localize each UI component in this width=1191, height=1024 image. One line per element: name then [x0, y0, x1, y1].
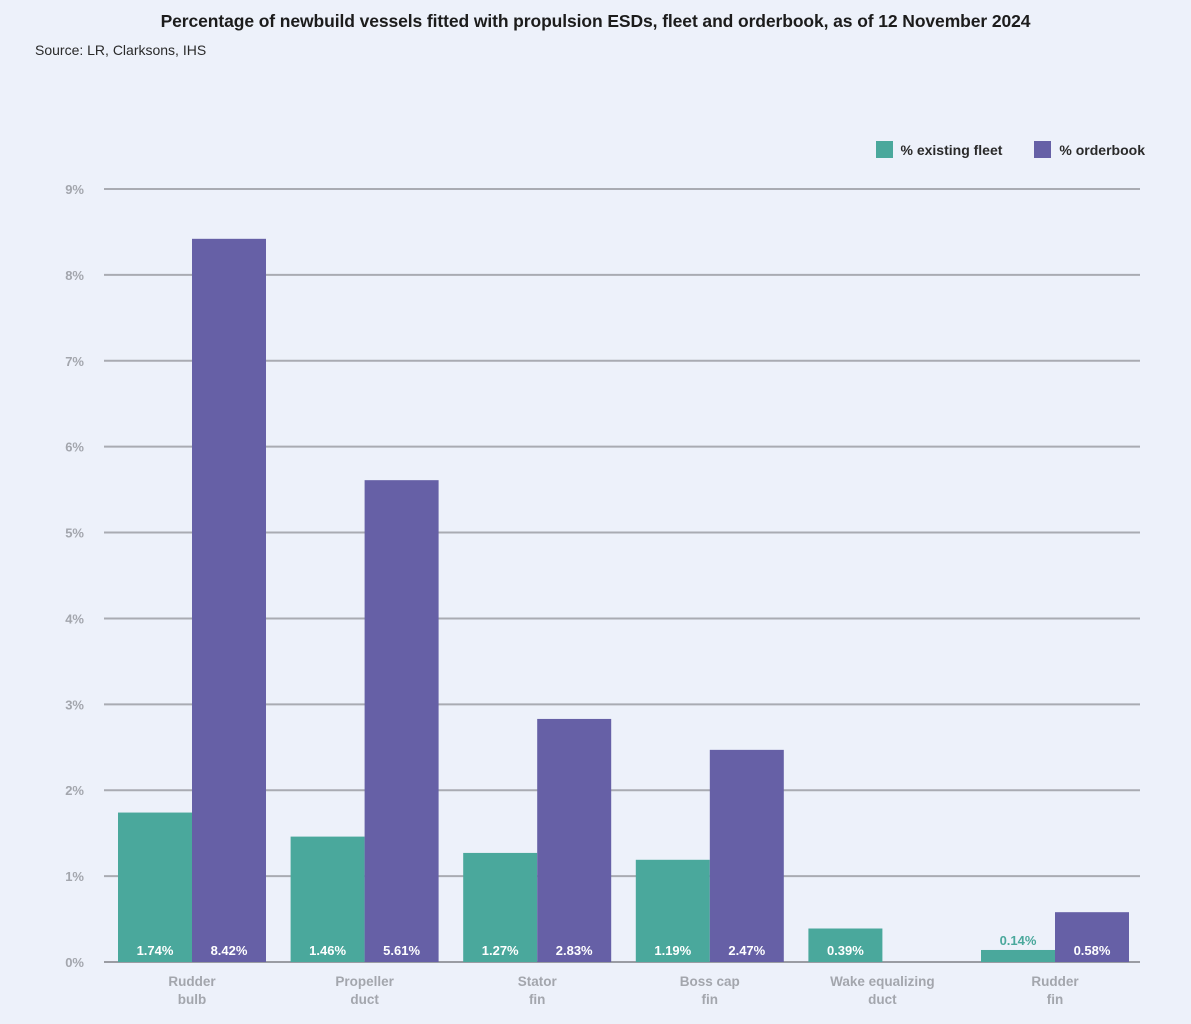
data-label: 2.47% [728, 943, 765, 958]
y-tick-label: 6% [65, 440, 84, 455]
data-label: 1.74% [137, 943, 174, 958]
x-tick-label: Rudder [168, 974, 216, 989]
y-tick-label: 4% [65, 611, 84, 626]
y-tick-label: 3% [65, 697, 84, 712]
legend-item-orderbook: % orderbook [1034, 141, 1145, 158]
x-tick-label: Stator [518, 974, 558, 989]
bar-existing-fleet [118, 812, 192, 962]
data-label: 8.42% [211, 943, 248, 958]
x-tick-label: Propeller [335, 974, 394, 989]
bar-existing-fleet [981, 949, 1055, 962]
legend-label-existing-fleet: % existing fleet [900, 141, 1003, 158]
bar-existing-fleet [290, 836, 365, 962]
x-tick-label: Boss cap [680, 974, 740, 989]
data-label: 1.19% [654, 943, 691, 958]
legend-label-orderbook: % orderbook [1059, 141, 1145, 158]
x-tick-label: fin [529, 992, 546, 1007]
bar-existing-fleet [635, 859, 710, 962]
y-tick-label: 7% [65, 354, 84, 369]
data-label: 0.58% [1074, 943, 1111, 958]
y-tick-label: 8% [65, 268, 84, 283]
bar-orderbook [1055, 912, 1129, 962]
y-tick-label: 2% [65, 783, 84, 798]
bar-orderbook [364, 480, 439, 962]
legend: % existing fleet % orderbook [844, 141, 1145, 158]
data-label: 1.27% [482, 943, 519, 958]
bar-existing-fleet [808, 928, 883, 962]
data-label: 2.83% [556, 943, 593, 958]
chart-title: Percentage of newbuild vessels fitted wi… [160, 11, 1031, 31]
x-tick-label: Wake equalizing [830, 974, 935, 989]
x-tick-label: fin [702, 992, 719, 1007]
bar-existing-fleet [463, 852, 538, 962]
x-tick-label: duct [868, 992, 897, 1007]
bar-orderbook [537, 718, 612, 962]
legend-swatch-orderbook [1034, 141, 1052, 158]
bar-orderbook [709, 749, 784, 962]
legend-item-existing-fleet: % existing fleet [875, 141, 1003, 158]
y-tick-label: 1% [65, 869, 84, 884]
y-tick-label: 0% [65, 955, 84, 970]
legend-swatch-existing-fleet [875, 141, 893, 158]
data-label: 0.39% [827, 943, 864, 958]
x-tick-label: duct [350, 992, 379, 1007]
y-tick-label: 5% [65, 526, 84, 541]
x-tick-label: Rudder [1031, 974, 1079, 989]
x-tick-label: bulb [178, 992, 207, 1007]
data-label: 1.46% [309, 943, 346, 958]
data-label: 5.61% [383, 943, 420, 958]
y-tick-label: 9% [65, 182, 84, 197]
x-tick-label: fin [1047, 992, 1064, 1007]
chart-source: Source: LR, Clarksons, IHS [35, 42, 207, 58]
bar-orderbook [192, 238, 266, 962]
data-label: 0.14% [1000, 933, 1037, 948]
